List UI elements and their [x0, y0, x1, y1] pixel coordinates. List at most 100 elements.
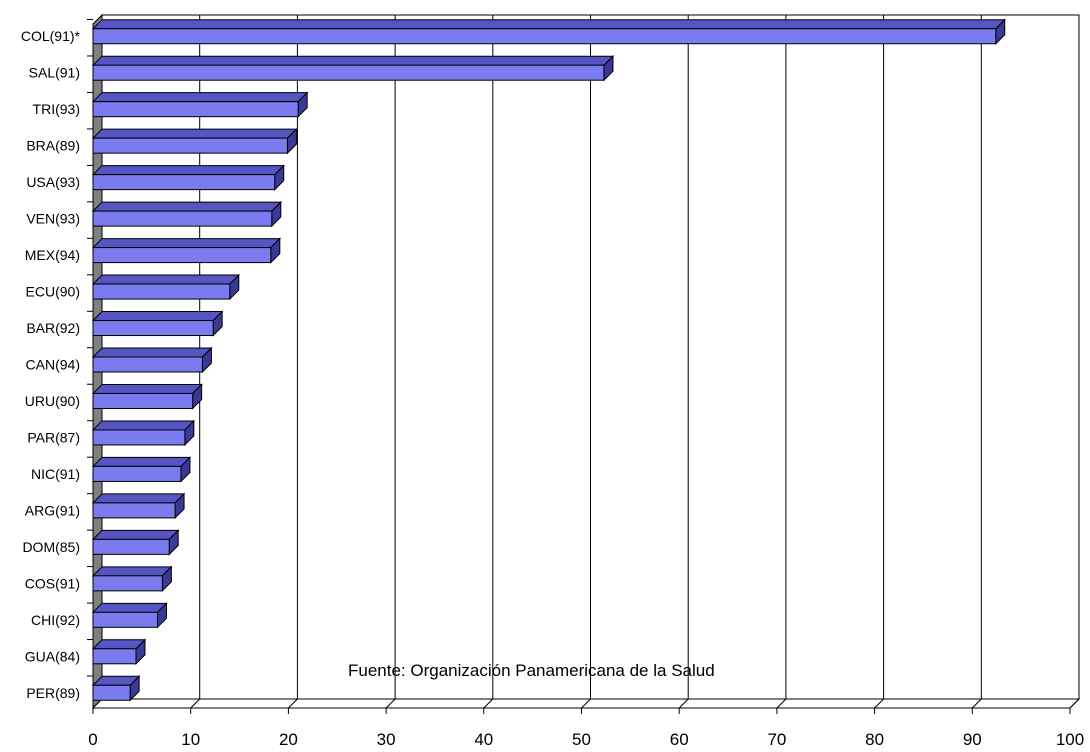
bar-front [92, 684, 131, 701]
floor-gridline [874, 698, 884, 709]
x-tick-label: 20 [279, 730, 298, 749]
category-label: SAL(91) [29, 65, 80, 81]
bar-front [92, 392, 194, 409]
bar-bra89 [91, 127, 298, 155]
category-label: PAR(87) [27, 429, 80, 445]
bar-front [92, 611, 158, 628]
x-tick-label: 70 [767, 730, 786, 749]
bar-front [92, 429, 186, 446]
bar-front [92, 575, 163, 592]
x-tick-label: 80 [865, 730, 884, 749]
category-labels: COL(91)* SAL(91) TRI(93) BRA(89) USA(93) VEN(… [21, 28, 81, 701]
category-label: URU(90) [25, 393, 80, 409]
gridlines [87, 15, 1080, 714]
floor-gridline [971, 698, 982, 709]
bar-top [91, 456, 192, 467]
bar-uru90 [91, 383, 203, 410]
x-tick-label: 100 [1056, 730, 1084, 749]
bar-top [91, 201, 282, 212]
x-tick-label: 30 [377, 730, 396, 749]
source-annotation: Fuente: Organización Panamericana de la … [348, 661, 715, 680]
bar-can94 [91, 346, 213, 374]
bar-top [91, 420, 196, 431]
category-label: PER(89) [26, 685, 80, 701]
category-label: ECU(90) [26, 284, 80, 300]
x-tick-label: 60 [670, 730, 689, 749]
x-tick-labels: 0 10 20 30 40 50 60 70 80 90 100 [88, 730, 1084, 749]
x-tick-label: 50 [572, 730, 591, 749]
bar-front [92, 64, 605, 81]
bar-front [92, 174, 276, 191]
bar-top [91, 566, 173, 577]
x-tick-label: 0 [88, 730, 97, 749]
floor-gridline [678, 698, 689, 709]
bar-top [91, 493, 186, 504]
category-label: USA(93) [26, 174, 80, 190]
bar-cos91 [91, 565, 173, 593]
bars [91, 18, 1006, 702]
bar-front [92, 320, 214, 337]
bar-top [91, 92, 309, 103]
x-tick-label: 10 [181, 730, 200, 749]
floor-gridline [483, 698, 494, 709]
floor-gridline [1069, 698, 1080, 709]
category-label: CHI(92) [31, 612, 80, 628]
bar-top [91, 274, 240, 285]
bar-top [91, 347, 213, 358]
floor-gridline [288, 698, 298, 709]
bar-front [92, 356, 203, 373]
bar-top [91, 383, 203, 394]
bar-mex94 [91, 237, 282, 264]
bar-ecu90 [91, 273, 240, 301]
category-label: BRA(89) [26, 138, 80, 154]
bar-top [91, 311, 224, 322]
bar-top [91, 165, 285, 176]
bar-nic91 [91, 456, 192, 483]
bar-top [91, 55, 615, 66]
category-label: VEN(93) [26, 211, 80, 227]
bar-front [92, 465, 182, 482]
bar-arg91 [91, 492, 186, 520]
bar-bar92 [91, 310, 224, 337]
bar-gua84 [91, 638, 147, 665]
floor-gridline [776, 698, 787, 709]
bar-usa93 [91, 164, 285, 191]
x-tick-label: 40 [474, 730, 493, 749]
bar-front [92, 247, 272, 264]
floor-gridline [190, 698, 201, 709]
bar-top [91, 602, 168, 613]
bar-tri93 [91, 91, 309, 118]
bar-per89 [91, 675, 141, 702]
category-label: GUA(84) [25, 648, 80, 664]
bar-front [92, 137, 288, 154]
bar-front [92, 538, 170, 555]
bar-front [92, 283, 231, 300]
category-label: COL(91)* [21, 28, 81, 44]
bar-dom85 [91, 529, 180, 556]
bar-front [92, 101, 299, 118]
chart-walls [91, 13, 1081, 710]
floor-gridline [581, 698, 591, 709]
bar-top [91, 238, 282, 249]
bar-front [92, 28, 997, 45]
category-label: ARG(91) [25, 502, 80, 518]
bar-front [92, 648, 137, 665]
category-label: CAN(94) [26, 357, 80, 373]
category-label: DOM(85) [22, 539, 80, 555]
category-label: BAR(92) [26, 320, 80, 336]
category-label: COS(91) [25, 575, 80, 591]
bar-col91 [91, 18, 1006, 45]
bar-sal91 [91, 55, 615, 82]
category-label: MEX(94) [25, 247, 80, 263]
bar-top [91, 19, 1006, 30]
bar-front [92, 210, 273, 227]
x-tick-label: 90 [963, 730, 982, 749]
bar-ven93 [91, 200, 282, 228]
bar-chi92 [91, 602, 168, 629]
bar-par87 [91, 419, 196, 447]
category-label: TRI(93) [33, 101, 80, 117]
bar-top [91, 529, 180, 540]
bar-top [91, 128, 298, 139]
bar-front [92, 502, 176, 519]
